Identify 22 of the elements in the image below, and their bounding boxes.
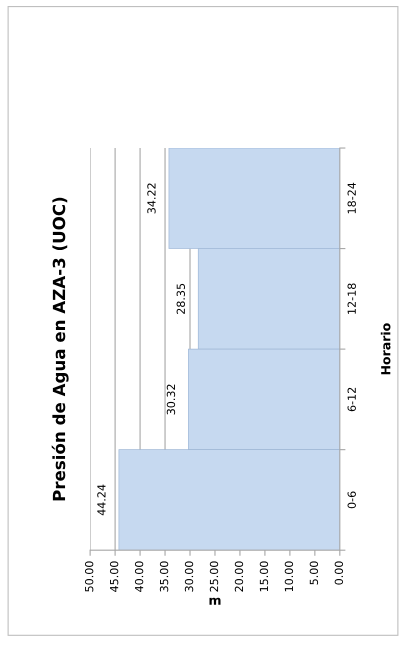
y-tick-label: 12-18: [348, 283, 356, 314]
x-tick-label: 30.00: [184, 561, 194, 592]
x-tick-label: 5.00: [310, 561, 318, 584]
y-axis-title: Horario: [380, 323, 390, 374]
data-label: 30.32: [166, 384, 176, 414]
x-tick-label: 0.00: [334, 561, 344, 585]
x-axis-title: m: [210, 598, 220, 605]
data-label: 44.24: [97, 484, 106, 516]
y-tick-label: 6-12: [348, 388, 356, 412]
x-tick-label: 45.00: [110, 561, 118, 592]
y-tick-label: 0-6: [348, 492, 356, 508]
data-label: 34.22: [147, 184, 156, 214]
y-tick-label: 18-24: [348, 182, 356, 214]
x-tick-label: 50.00: [84, 561, 94, 592]
x-tick-label: 25.00: [210, 561, 218, 592]
x-tick-label: 20.00: [234, 561, 244, 592]
x-tick-label: 35.00: [160, 561, 168, 592]
x-tick-label: 10.00: [284, 561, 294, 592]
data-label: 28.35: [176, 284, 185, 314]
x-tick-label: 40.00: [134, 561, 144, 592]
x-tick-label: 15.00: [260, 561, 268, 592]
text: Presión de Agua en AZA-3 (UOC): [52, 198, 69, 500]
